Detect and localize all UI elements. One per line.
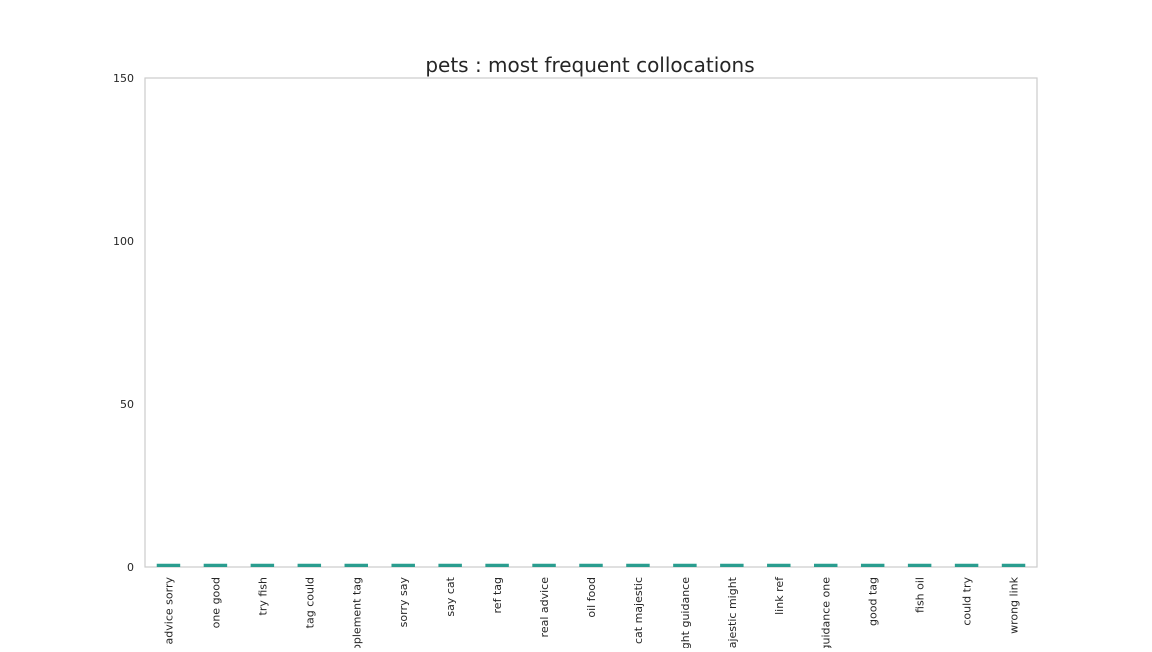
bar — [297, 563, 322, 567]
bar — [391, 563, 415, 567]
x-tick-label: sorry say — [397, 577, 410, 628]
y-tick-label: 0 — [127, 561, 134, 574]
x-tick-label: fish oil — [914, 577, 927, 613]
x-axis: advice sorry one good try fish tag could upp… — [162, 576, 1021, 652]
x-tick-label: try fish — [256, 577, 269, 616]
plot-area — [144, 77, 1038, 568]
x-tick-label: link ref — [773, 576, 786, 615]
x-tick-label: advice sorry — [162, 577, 175, 645]
bar — [907, 563, 932, 567]
x-tick-label: tag could — [303, 577, 316, 628]
bar — [1001, 563, 1026, 567]
bar — [720, 563, 744, 567]
x-tick-label: majestic might — [726, 576, 739, 648]
y-tick-label: 100 — [113, 235, 134, 248]
x-tick-label: upplement tag — [350, 577, 363, 648]
x-tick-label: could try — [961, 577, 974, 626]
bar — [532, 563, 556, 567]
bar — [579, 563, 603, 567]
y-axis: 0 50 100 150 — [113, 72, 134, 574]
bar — [814, 563, 838, 567]
bar — [156, 563, 181, 567]
chart-title: pets : most frequent collocations — [425, 53, 754, 77]
x-tick-label: guidance one — [820, 577, 833, 648]
x-tick-label: good tag — [867, 577, 880, 626]
bar — [344, 563, 368, 567]
bar — [954, 563, 979, 567]
x-tick-label: oil food — [585, 577, 598, 618]
bar — [203, 563, 228, 567]
bars-group — [156, 563, 1026, 567]
bar — [626, 563, 650, 567]
bar — [485, 563, 509, 567]
y-tick-label: 50 — [120, 398, 134, 411]
y-tick-label: 150 — [113, 72, 134, 85]
bar — [860, 563, 885, 567]
x-tick-label: real advice — [538, 577, 551, 638]
x-tick-label: one good — [209, 577, 222, 628]
x-tick-label: ref tag — [491, 577, 504, 613]
x-tick-label: say cat — [444, 576, 457, 616]
bar — [250, 563, 275, 567]
bar — [673, 563, 697, 567]
bar — [767, 563, 791, 567]
x-tick-label: wrong link — [1008, 576, 1021, 634]
bar — [438, 563, 462, 567]
x-tick-label: night guidance — [679, 577, 692, 648]
x-tick-label: cat majestic — [632, 577, 645, 644]
